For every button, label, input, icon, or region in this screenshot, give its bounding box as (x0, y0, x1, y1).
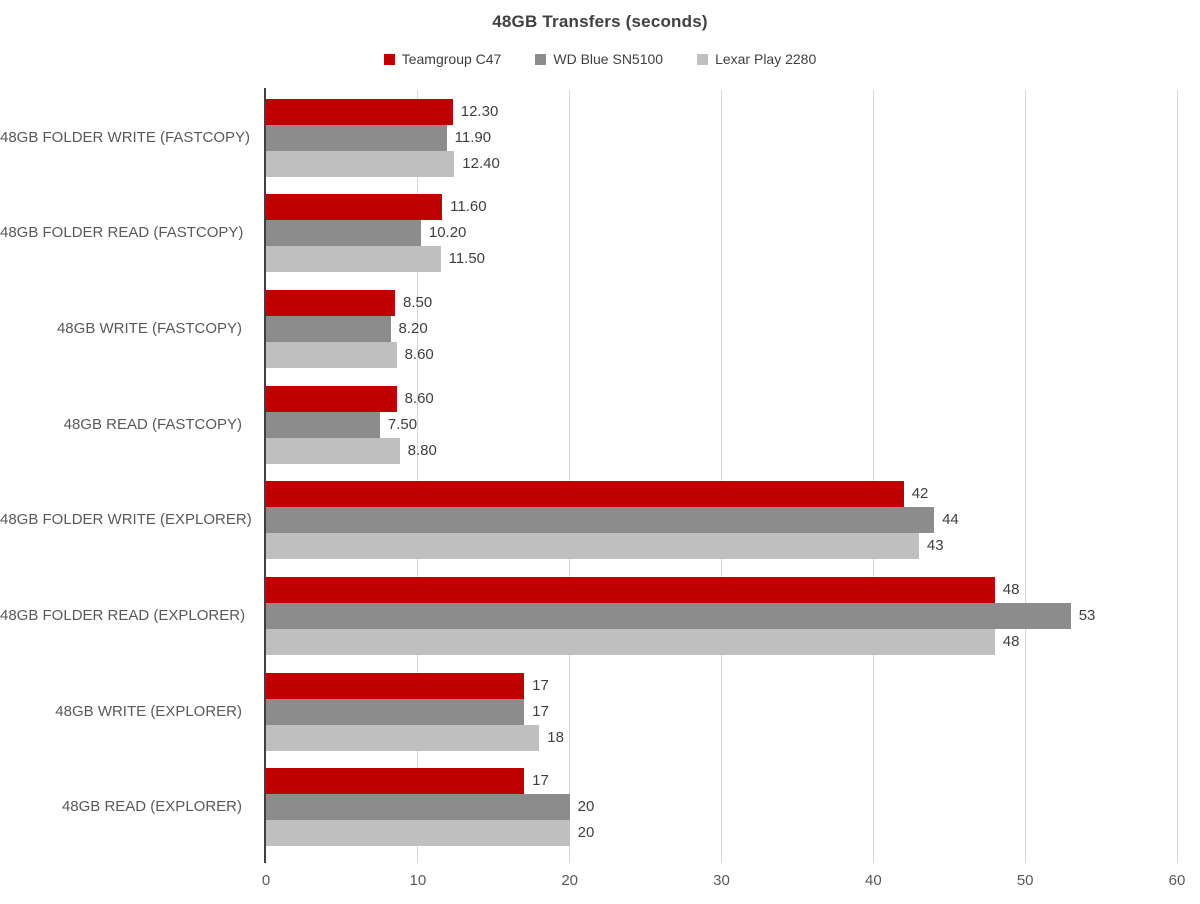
chart-title: 48GB Transfers (seconds) (492, 12, 708, 31)
gridline-30 (721, 90, 722, 863)
bar-series1-cat2 (266, 316, 391, 343)
bar-series2-cat3 (266, 437, 400, 464)
bar-series2-cat2 (266, 342, 397, 369)
bar-series2-cat1 (266, 246, 441, 273)
x-tick-label-60: 60 (1168, 872, 1186, 889)
bar-series0-cat1 (266, 194, 443, 221)
category-label-2: 48GB WRITE (FASTCOPY) (56, 320, 242, 338)
value-label-series0-cat6: 17 (532, 676, 549, 694)
value-label-series1-cat0: 11.90 (454, 128, 492, 146)
bar-series0-cat4 (266, 481, 904, 508)
plot-area: 12.30 11.60 8.50 8.60 42 48 17 17 11.90 10.20 8.20… (266, 90, 1178, 863)
value-label-series0-cat2: 8.50 (403, 294, 433, 312)
gridline-20 (569, 90, 571, 863)
value-label-series0-cat5: 48 (1002, 580, 1020, 598)
bar-series2-cat0 (266, 150, 455, 177)
x-tick-label-40: 40 (864, 872, 882, 889)
legend-swatch-icon (383, 53, 395, 65)
gridline-10 (417, 90, 419, 863)
legend-swatch-icon (697, 53, 709, 65)
value-label-series1-cat7: 20 (577, 798, 595, 816)
legend-item-2: Lexar Play 2280 (697, 51, 816, 67)
gridline-50 (1024, 90, 1026, 863)
value-label-series1-cat2: 8.20 (398, 320, 428, 338)
value-label-series1-cat1: 10.20 (428, 224, 467, 242)
category-label-1: 48GB FOLDER READ (FASTCOPY) (0, 224, 244, 242)
category-label-4: 48GB FOLDER WRITE (EXPLORER) (0, 511, 252, 529)
value-label-series2-cat6: 18 (547, 728, 564, 746)
value-label-series2-cat3: 8.80 (407, 441, 437, 459)
legend-label: Lexar Play 2280 (715, 51, 817, 67)
value-label-series2-cat2: 8.60 (404, 346, 434, 364)
bar-series1-cat5 (266, 602, 1071, 629)
value-label-series0-cat0: 12.30 (460, 102, 499, 120)
gridline-60 (1176, 90, 1178, 863)
x-tick-label-20: 20 (561, 872, 578, 889)
bar-series1-cat7 (266, 794, 570, 821)
bar-series1-cat3 (266, 411, 380, 438)
category-axis-labels: 48GB FOLDER WRITE (FASTCOPY) 48GB FOLDER … (0, 90, 254, 855)
value-label-series2-cat1: 11.50 (448, 250, 486, 268)
category-label-7: 48GB READ (EXPLORER) (61, 798, 242, 816)
value-label-series1-cat5: 53 (1078, 606, 1096, 624)
bar-series2-cat6 (266, 724, 540, 751)
gridline-40 (872, 90, 874, 863)
value-label-series2-cat4: 43 (926, 537, 944, 555)
x-tick-label-10: 10 (409, 872, 427, 889)
x-tick-label-30: 30 (713, 872, 730, 889)
value-label-series1-cat4: 44 (942, 511, 959, 529)
legend-item-1: WD Blue SN5100 (535, 51, 663, 67)
x-tick-label-50: 50 (1016, 872, 1034, 889)
bar-series0-cat6 (266, 672, 525, 699)
category-label-3: 48GB READ (FASTCOPY) (63, 415, 242, 433)
x-axis-tick-labels: 0 10 20 30 40 50 60 (0, 872, 1200, 896)
category-label-6: 48GB WRITE (EXPLORER) (55, 702, 242, 720)
bar-series0-cat0 (266, 98, 453, 125)
bar-series0-cat5 (266, 576, 995, 603)
value-label-series2-cat5: 48 (1002, 632, 1020, 650)
value-label-series0-cat1: 11.60 (450, 198, 487, 216)
legend-label: Teamgroup C47 (401, 51, 502, 67)
chart-legend: Teamgroup C47 WD Blue SN5100 Lexar Play 22… (0, 51, 1200, 67)
bar-series0-cat3 (266, 385, 397, 412)
bar-series2-cat7 (266, 820, 570, 847)
value-label-series1-cat3: 7.50 (387, 415, 418, 433)
bar-series1-cat0 (266, 124, 447, 151)
value-label-series2-cat0: 12.40 (462, 154, 500, 172)
bar-series2-cat5 (266, 628, 995, 655)
bar-series2-cat4 (266, 533, 919, 560)
y-axis-line (264, 88, 266, 863)
bar-series0-cat2 (266, 290, 396, 317)
value-label-series1-cat6: 17 (532, 702, 549, 720)
value-label-series0-cat3: 8.60 (404, 389, 434, 407)
bar-series1-cat4 (266, 507, 935, 534)
bar-series1-cat6 (266, 698, 525, 725)
category-label-5: 48GB FOLDER READ (EXPLORER) (0, 606, 246, 624)
bar-series1-cat1 (266, 220, 421, 247)
value-label-series2-cat7: 20 (577, 824, 595, 842)
bar-series0-cat7 (266, 768, 525, 795)
legend-swatch-icon (535, 53, 547, 65)
legend-label: WD Blue SN5100 (553, 51, 664, 67)
legend-item-0: Teamgroup C47 (383, 51, 502, 67)
category-label-0: 48GB FOLDER WRITE (FASTCOPY) (0, 128, 251, 146)
value-label-series0-cat7: 17 (532, 772, 549, 790)
value-label-series0-cat4: 42 (911, 485, 929, 503)
x-tick-label-0: 0 (261, 872, 271, 889)
